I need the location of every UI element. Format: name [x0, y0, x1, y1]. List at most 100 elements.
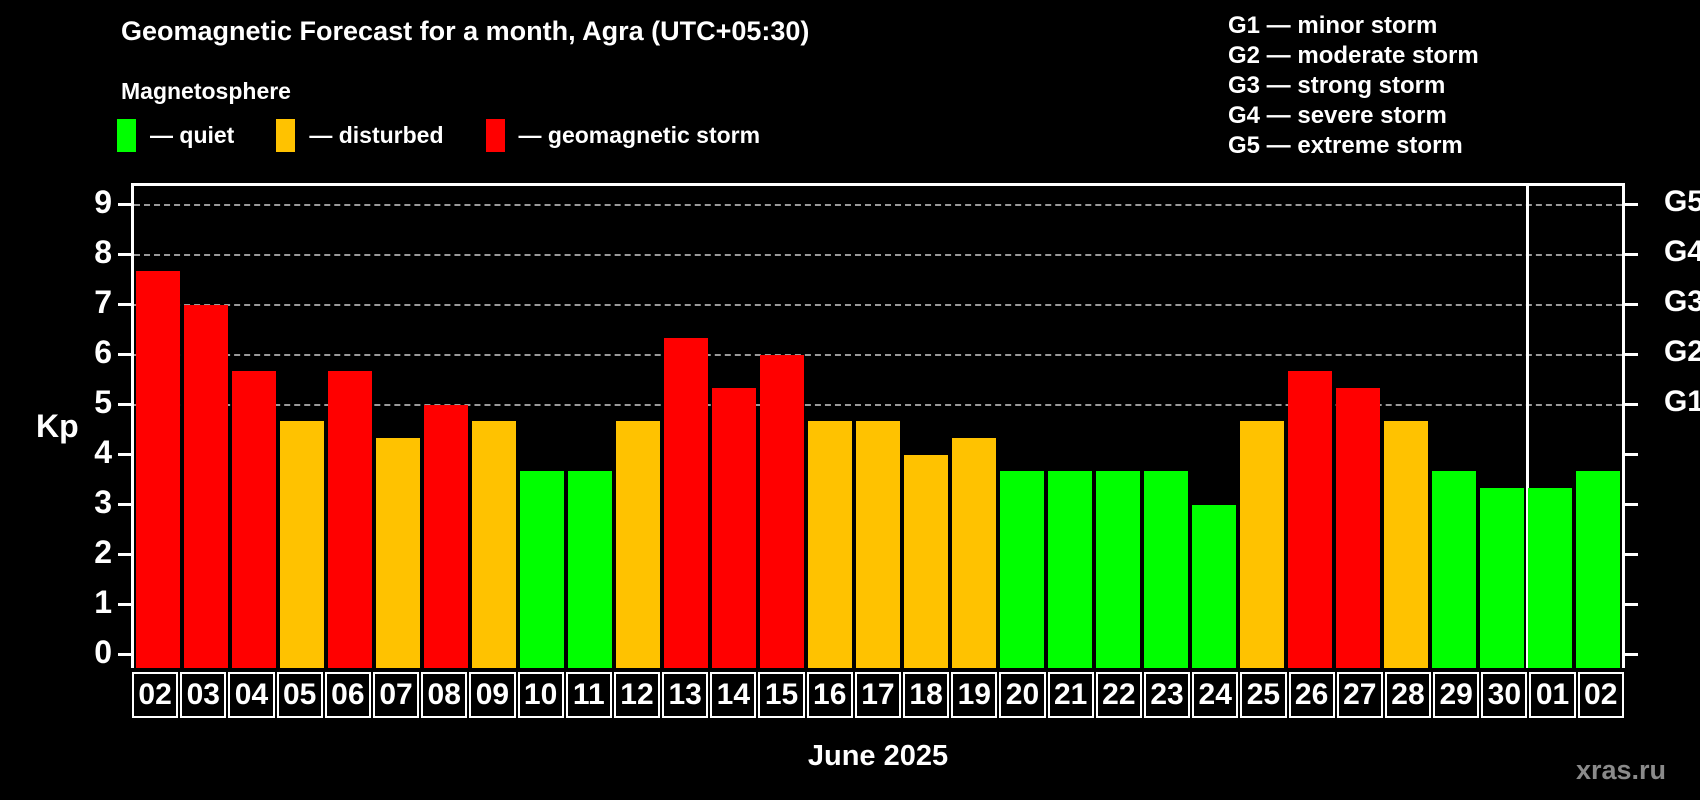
g-legend-line-g3: G3 — strong storm — [1228, 72, 1446, 99]
y-tick-label-3: 3 — [94, 484, 112, 520]
legend-item-quiet: — quiet — [117, 119, 234, 152]
date-box-17: 17 — [854, 672, 901, 718]
gridline-kp-8 — [134, 254, 1622, 256]
x-axis-date-boxes: 02 03 04 05 06 07 08 09 10 11 12 13 14 15 16 17 18 19 20 21… — [131, 672, 1625, 718]
watermark: xras.ru — [1575, 755, 1666, 785]
date-box-05: 05 — [276, 672, 323, 718]
date-box-08: 08 — [421, 672, 468, 718]
legend-swatch-quiet — [117, 119, 136, 152]
y-tick-label-1: 1 — [94, 584, 112, 620]
kp-bar-day-07 — [376, 438, 420, 668]
kp-bar-day-04 — [232, 371, 276, 668]
date-box-21: 21 — [1047, 672, 1094, 718]
kp-bar-day-16 — [808, 421, 852, 668]
kp-bar-day-23 — [1144, 471, 1188, 668]
left-tick-kp-4 — [118, 453, 131, 456]
left-tick-kp-9 — [118, 203, 131, 206]
date-box-04: 04 — [228, 672, 275, 718]
kp-bar-day-19 — [952, 438, 996, 668]
right-tick-kp-5 — [1625, 403, 1638, 406]
date-box-03: 03 — [180, 672, 227, 718]
date-box-23: 23 — [1143, 672, 1191, 718]
kp-bar-day-02 — [136, 271, 180, 668]
kp-bar-day-01 — [1528, 488, 1572, 668]
kp-bar-day-14 — [712, 388, 756, 668]
y-tick-label-9: 9 — [94, 184, 112, 220]
legend-swatch-disturbed — [276, 119, 296, 152]
kp-bar-day-26 — [1288, 371, 1332, 668]
date-box-24: 24 — [1192, 672, 1239, 718]
gridline-kp-5 — [134, 404, 1622, 406]
date-box-01-next-month: 01 — [1529, 672, 1576, 718]
kp-bar-day-13 — [664, 338, 708, 668]
g-legend-line-g2: G2 — moderate storm — [1228, 42, 1479, 69]
g-legend-line-g1: G1 — minor storm — [1228, 12, 1438, 39]
kp-bar-day-24 — [1192, 505, 1236, 668]
kp-bar-day-09 — [472, 421, 516, 668]
kp-bar-day-25 — [1240, 421, 1284, 668]
kp-bar-day-15 — [760, 355, 804, 668]
kp-bar-day-05 — [280, 421, 324, 668]
chart-title: Geomagnetic Forecast for a month, Agra (… — [121, 16, 810, 46]
date-box-12: 12 — [613, 672, 661, 718]
date-box-26: 26 — [1288, 672, 1335, 718]
gridline-kp-6 — [134, 354, 1622, 356]
date-box-18: 18 — [903, 672, 950, 718]
y-tick-label-2: 2 — [94, 534, 112, 570]
kp-bar-day-03 — [184, 305, 228, 668]
date-box-28: 28 — [1384, 672, 1432, 718]
kp-bar-day-17 — [856, 421, 900, 668]
right-tick-kp-9 — [1625, 203, 1638, 206]
left-tick-kp-2 — [118, 553, 131, 556]
chart-subtitle: Magnetosphere — [121, 78, 291, 104]
g-legend-line-g5: G5 — extreme storm — [1228, 132, 1463, 159]
left-tick-kp-6 — [118, 353, 131, 356]
date-box-30: 30 — [1481, 672, 1528, 718]
date-box-22: 22 — [1095, 672, 1142, 718]
g-legend-line-g4: G4 — severe storm — [1228, 102, 1447, 129]
plot-area: 0 1 2 3 4 5 6 7 8 9 G1 G2 G3 G4 G5 — [94, 183, 1700, 670]
kp-bar-day-22 — [1096, 471, 1140, 668]
date-box-13: 13 — [662, 672, 709, 718]
kp-bar-day-06 — [328, 371, 372, 668]
kp-bar-day-10 — [520, 471, 564, 668]
left-tick-kp-3 — [118, 503, 131, 506]
kp-bar-day-12 — [616, 421, 660, 668]
y-tick-label-8: 8 — [94, 234, 112, 270]
legend-label-disturbed: — disturbed — [309, 122, 444, 148]
right-tick-kp-6 — [1625, 353, 1638, 356]
date-box-06: 06 — [324, 672, 371, 718]
right-tick-kp-1 — [1625, 603, 1638, 606]
date-box-02-next-month: 02 — [1577, 672, 1624, 718]
legend-item-disturbed: — disturbed — [276, 119, 444, 152]
left-tick-kp-0 — [118, 653, 131, 656]
date-box-29: 29 — [1433, 672, 1480, 718]
kp-bar-day-30 — [1480, 488, 1524, 668]
right-tick-kp-4 — [1625, 453, 1638, 456]
gridline-kp-7 — [134, 304, 1622, 306]
kp-bar-day-18 — [904, 455, 948, 668]
date-box-19: 19 — [951, 672, 998, 718]
kp-bar-day-29 — [1432, 471, 1476, 668]
kp-bar-day-20 — [1000, 471, 1044, 668]
date-box-14: 14 — [710, 672, 757, 718]
kp-bar-day-02 — [1576, 471, 1620, 668]
gridline-kp-9 — [134, 204, 1622, 206]
kp-bar-day-08 — [424, 405, 468, 668]
kp-bar-day-28 — [1384, 421, 1428, 668]
left-tick-kp-5 — [118, 403, 131, 406]
date-box-27: 27 — [1336, 672, 1383, 718]
g-scale-label-g4: G4 — [1663, 235, 1700, 268]
y-axis-title: Kp — [36, 408, 79, 444]
legend-swatch-storm — [485, 119, 505, 152]
legend-label-quiet: — quiet — [150, 122, 235, 148]
right-tick-kp-2 — [1625, 553, 1638, 556]
y-tick-label-6: 6 — [94, 334, 112, 370]
left-tick-kp-8 — [118, 253, 131, 256]
y-tick-label-7: 7 — [94, 284, 112, 320]
date-box-09: 09 — [469, 672, 516, 718]
left-tick-kp-1 — [118, 603, 131, 606]
right-tick-kp-0 — [1625, 653, 1638, 656]
legend-item-storm: — geomagnetic storm — [485, 119, 760, 152]
